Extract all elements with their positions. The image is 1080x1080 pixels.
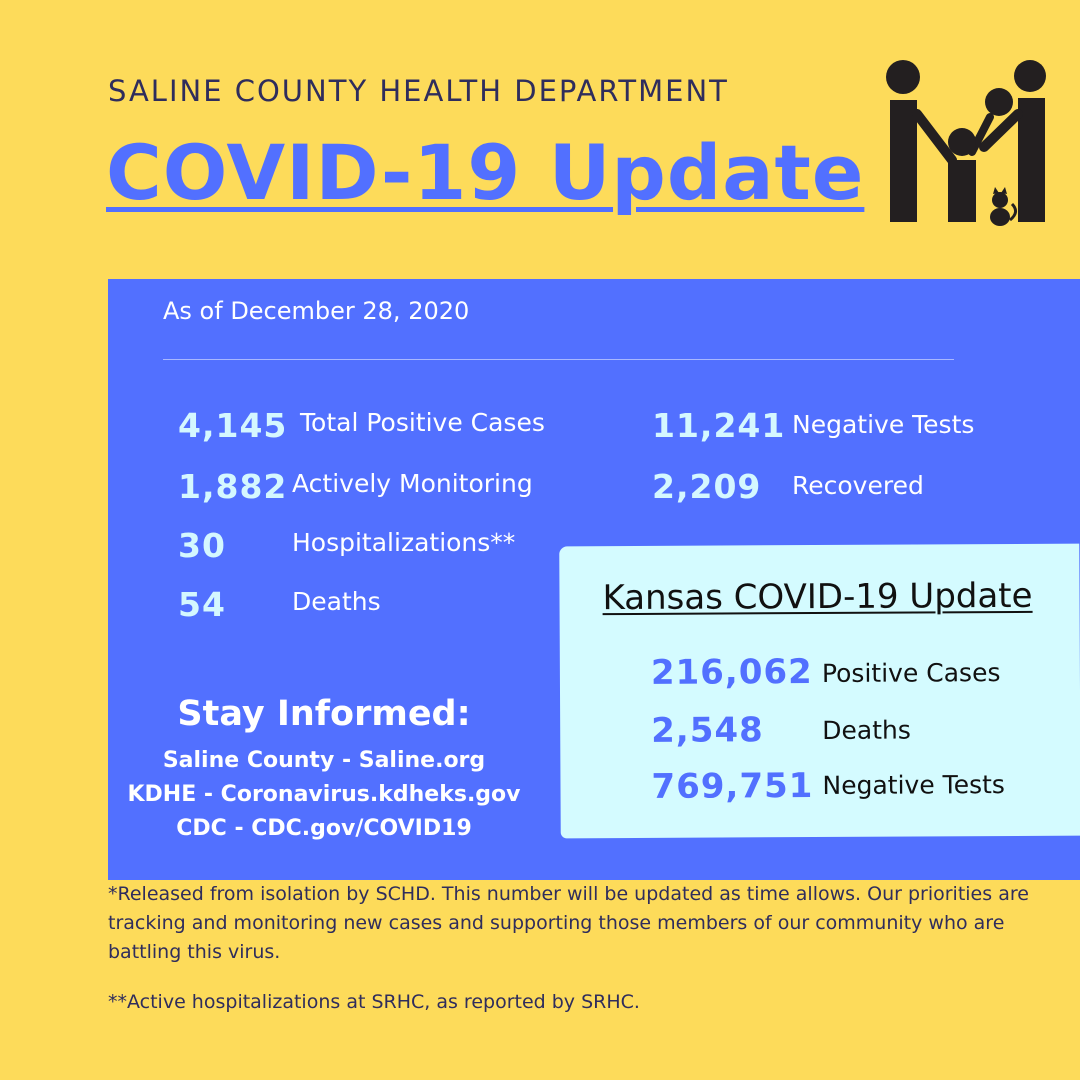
stay-informed-title: Stay Informed: bbox=[177, 694, 471, 734]
actively-monitoring-label: Actively Monitoring bbox=[292, 469, 533, 498]
family-icon bbox=[886, 60, 1046, 226]
footnote-released: *Released from isolation by SCHD. This n… bbox=[108, 883, 1029, 963]
negative-tests-label: Negative Tests bbox=[792, 410, 975, 439]
kansas-update-box: Kansas COVID-19 Update 216,062 Positive … bbox=[559, 543, 1080, 839]
org-name: SALINE COUNTY HEALTH DEPARTMENT bbox=[108, 74, 729, 108]
hospitalizations-value: 30 bbox=[178, 526, 226, 565]
kansas-title: Kansas COVID-19 Update bbox=[602, 575, 1033, 619]
recovered-label: Recovered bbox=[792, 471, 924, 500]
as-of-date: As of December 28, 2020 bbox=[163, 297, 470, 325]
footnote-hospitalizations: **Active hospitalizations at SRHC, as re… bbox=[108, 991, 640, 1013]
kansas-positive-label: Positive Cases bbox=[821, 658, 1001, 688]
deaths-label: Deaths bbox=[292, 587, 381, 616]
actively-monitoring-value: 1,882 bbox=[178, 467, 288, 506]
total-positive-label: Total Positive Cases bbox=[300, 408, 545, 437]
link-kdhe: KDHE - Coronavirus.kdheks.gov bbox=[127, 782, 521, 807]
kansas-negative-label: Negative Tests bbox=[822, 770, 1005, 800]
kansas-deaths-value: 2,548 bbox=[651, 710, 764, 751]
recovered-value: 2,209 bbox=[652, 467, 762, 506]
total-positive-value: 4,145 bbox=[178, 406, 288, 445]
page-title: COVID-19 Update bbox=[106, 128, 865, 217]
divider bbox=[163, 359, 954, 360]
link-cdc: CDC - CDC.gov/COVID19 bbox=[176, 816, 472, 841]
link-saline-county: Saline County - Saline.org bbox=[162, 748, 486, 773]
hospitalizations-label: Hospitalizations** bbox=[292, 528, 516, 557]
kansas-negative-value: 769,751 bbox=[651, 766, 814, 807]
kansas-positive-value: 216,062 bbox=[650, 652, 813, 693]
deaths-value: 54 bbox=[178, 585, 226, 624]
kansas-deaths-label: Deaths bbox=[822, 715, 911, 745]
negative-tests-value: 11,241 bbox=[652, 406, 786, 445]
